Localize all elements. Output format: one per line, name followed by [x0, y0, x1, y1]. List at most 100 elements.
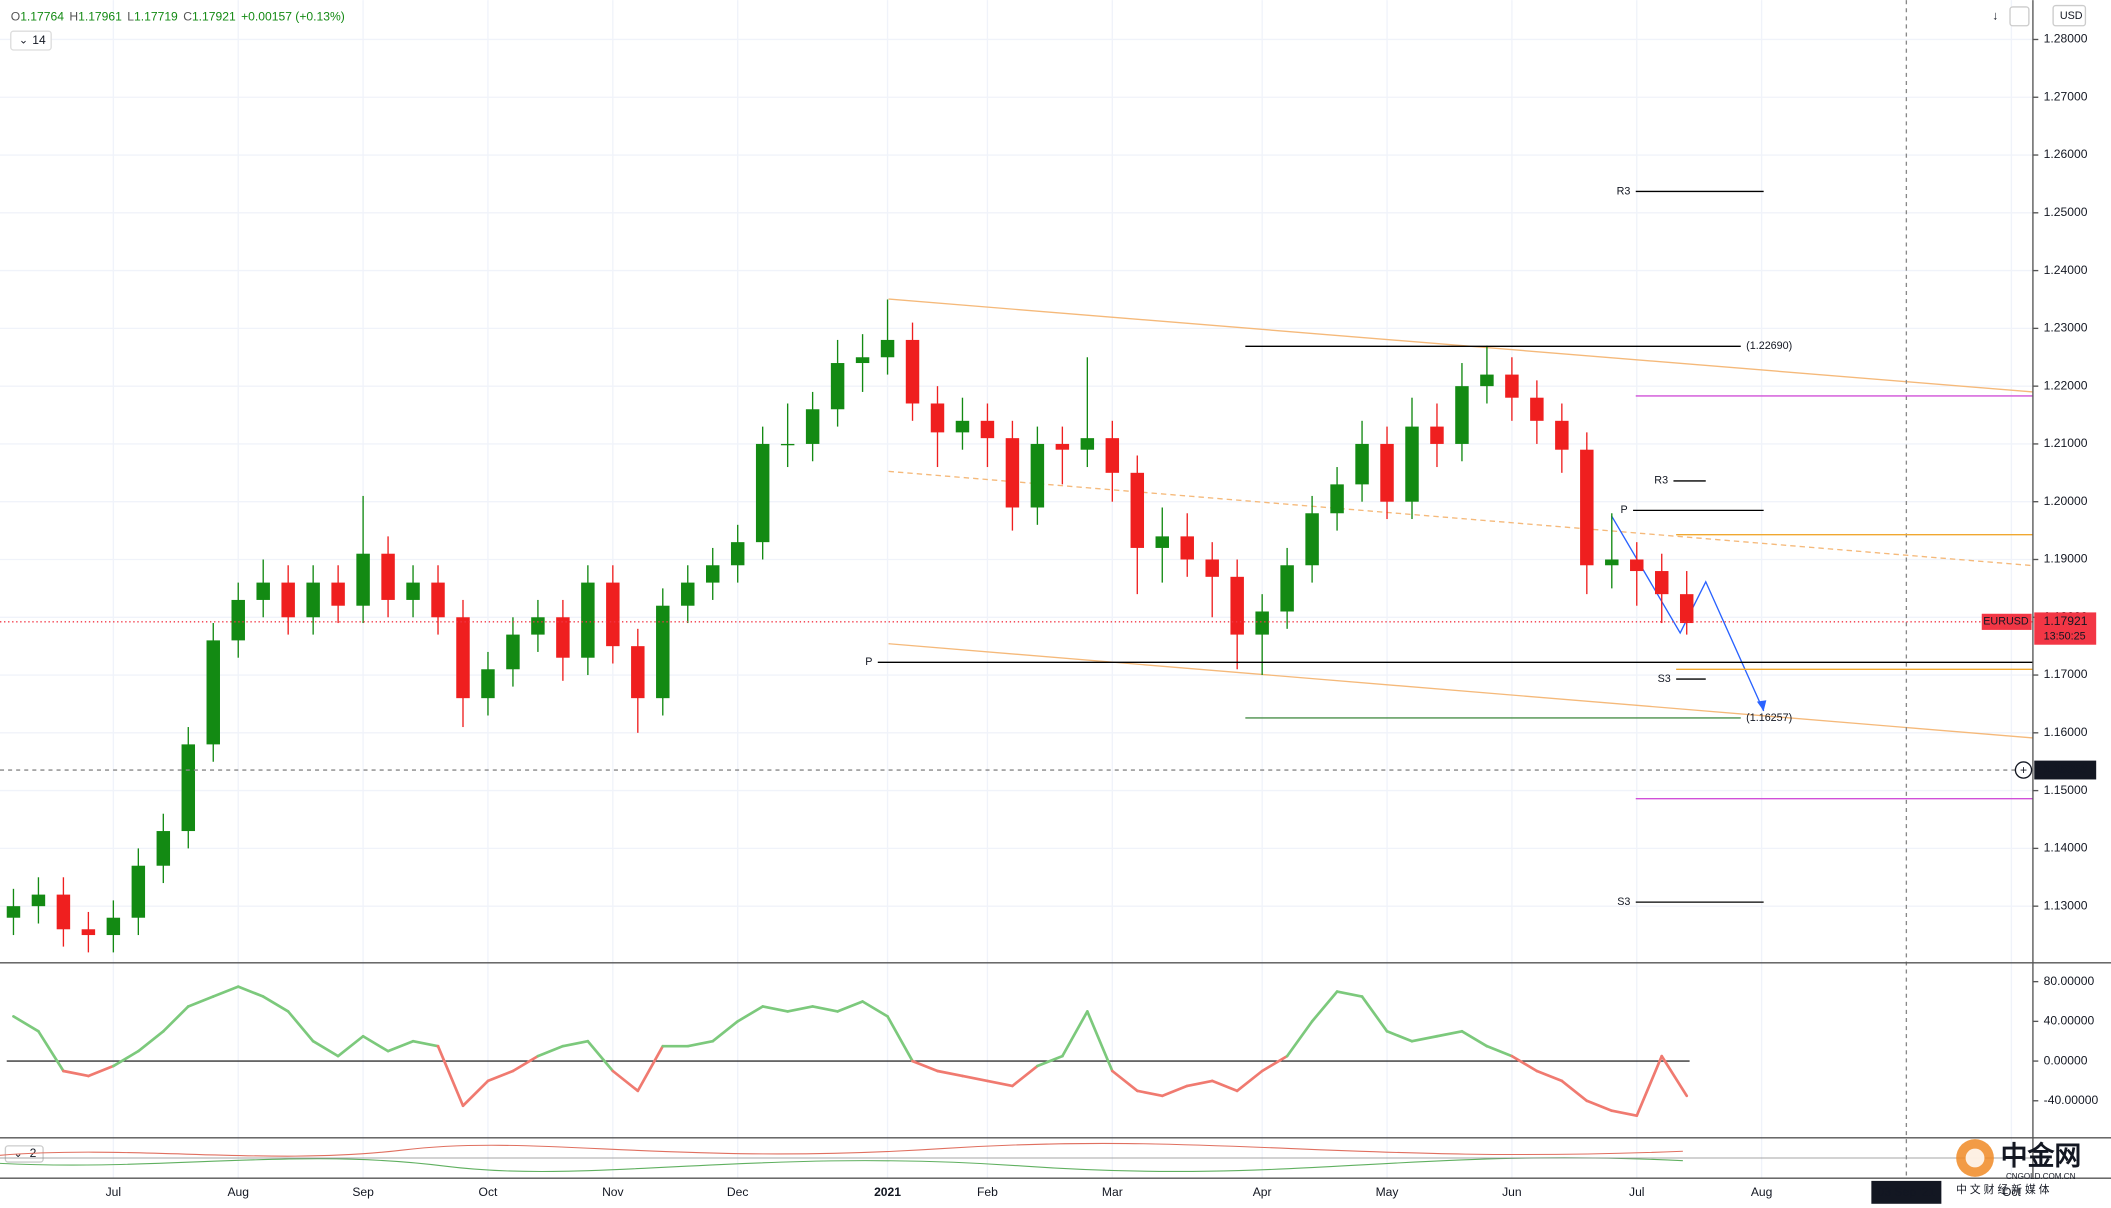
oscillator-segment	[1310, 990, 1339, 1023]
y-tick-label: 1.13000	[2044, 898, 2088, 912]
oscillator-segment	[961, 1074, 989, 1083]
oscillator-segment	[286, 1010, 315, 1043]
level-label: (1.22690)	[1746, 340, 1792, 352]
candle-body	[356, 553, 370, 606]
indicator-badge[interactable]	[10, 30, 52, 51]
ohlc-value: 1.17961	[78, 10, 122, 24]
candle-body	[31, 894, 46, 907]
x-tick-label: Oct	[2002, 1185, 2021, 1199]
grid	[0, 0, 2033, 1179]
y-tick-label: 1.27000	[2044, 89, 2088, 103]
candle-body	[206, 640, 220, 745]
y-tick-label: 1.15000	[2044, 783, 2088, 797]
oscillator-segment	[112, 1049, 140, 1068]
candle-body	[780, 443, 795, 446]
y-tick-label: 1.26000	[2044, 147, 2088, 161]
indicator-length: 14	[32, 33, 46, 47]
candle-body	[1505, 374, 1519, 398]
candle-body	[1280, 565, 1294, 612]
candle-body	[456, 617, 470, 699]
x-tick-label: Aug	[1751, 1185, 1773, 1199]
arrow-head	[1756, 700, 1767, 712]
oscillator-segment	[561, 1039, 590, 1048]
oscillator-segment	[1560, 1079, 1589, 1103]
candle-body	[706, 565, 720, 583]
oscillator-segment	[586, 1039, 615, 1073]
watermark-name: 中金网	[2001, 1140, 2082, 1171]
currency-button[interactable]	[2052, 4, 2087, 27]
oscillator-segment	[1335, 990, 1364, 998]
ohlc-legend: O1.17764 H1.17961 L1.17719 C1.17921 +0.00157…	[11, 10, 345, 24]
watermark-logo	[1965, 1148, 1985, 1168]
oscillator-segment	[1410, 1034, 1439, 1043]
x-tick-label: Sep	[352, 1185, 374, 1199]
button[interactable]	[1985, 6, 2005, 26]
candle-body	[805, 409, 820, 444]
candle-body	[1230, 576, 1244, 635]
oscillator-segment	[886, 1015, 914, 1063]
candle-body	[1130, 472, 1145, 548]
candle-body	[1105, 438, 1120, 473]
oscillator-segment	[1610, 1109, 1639, 1118]
ohlc-key: H	[69, 10, 78, 24]
oscillator-segment	[37, 1029, 65, 1073]
oscillator-segment	[62, 1069, 90, 1078]
candle-body	[1655, 571, 1669, 595]
ohlc-key: L	[127, 10, 134, 24]
level-label: R3	[1654, 475, 1668, 487]
plus-icon: +	[2020, 763, 2027, 777]
candle-body	[1030, 443, 1045, 508]
oscillator-segment	[361, 1034, 390, 1053]
candle-body	[1330, 484, 1344, 514]
candle-body	[1305, 513, 1319, 566]
oscillator-segment	[186, 995, 215, 1008]
ohlc-key: O	[11, 10, 20, 24]
add-alert-button[interactable]	[2014, 761, 2033, 779]
candle-body	[531, 617, 545, 635]
oscillator-segment	[1485, 1044, 1514, 1058]
level-label: S3	[1617, 896, 1630, 908]
x-tick-label: Jul	[106, 1185, 121, 1199]
symbol-tag	[1981, 613, 2032, 630]
crosshair-time-label: 03 Sep '21	[1878, 1185, 1936, 1199]
x-tick-label: Feb	[977, 1185, 998, 1199]
oscillator-segment	[1260, 1054, 1289, 1073]
level-label: R3	[1617, 185, 1631, 197]
oscillator-segment	[1535, 1069, 1564, 1083]
oscillator-segment	[711, 1020, 740, 1043]
x-tick-label: 2021	[874, 1185, 901, 1199]
oscillator-segment	[1235, 1069, 1264, 1093]
candle-body	[631, 646, 645, 699]
candle-body	[1180, 536, 1194, 560]
level-label: S3	[1658, 673, 1671, 685]
candle-body	[606, 582, 620, 647]
candle-body	[381, 553, 395, 600]
oscillator-segment	[12, 1015, 40, 1033]
y-tick-label: 0.00000	[2044, 1053, 2088, 1067]
oscillator-segment	[1085, 1010, 1114, 1073]
oscillator-segment	[236, 985, 265, 998]
y-tick-label: 1.25000	[2044, 205, 2088, 219]
button[interactable]	[2009, 6, 2030, 27]
x-tick-label: Dec	[727, 1185, 749, 1199]
candle-body	[1455, 386, 1469, 444]
candle-body	[1355, 443, 1369, 485]
candle-body	[231, 599, 245, 641]
y-tick-label: 1.23000	[2044, 321, 2088, 335]
candle-body	[880, 339, 895, 358]
oscillator-segment	[461, 1079, 490, 1108]
oscillator-segment	[1360, 995, 1389, 1033]
candle-body	[331, 582, 345, 606]
oscillator-segment	[136, 1029, 165, 1053]
trend-line	[888, 298, 2033, 393]
chevron: ⌄	[19, 34, 28, 46]
oscillator-segment	[861, 1000, 889, 1018]
panel-line	[0, 1142, 1683, 1157]
oscillator-segment	[486, 1069, 515, 1083]
candle-body	[1430, 426, 1444, 444]
x-tick-label: Mar	[1102, 1185, 1123, 1199]
ohlc-value: 1.17921	[192, 10, 236, 24]
ohlc-value: 1.17719	[134, 10, 178, 24]
